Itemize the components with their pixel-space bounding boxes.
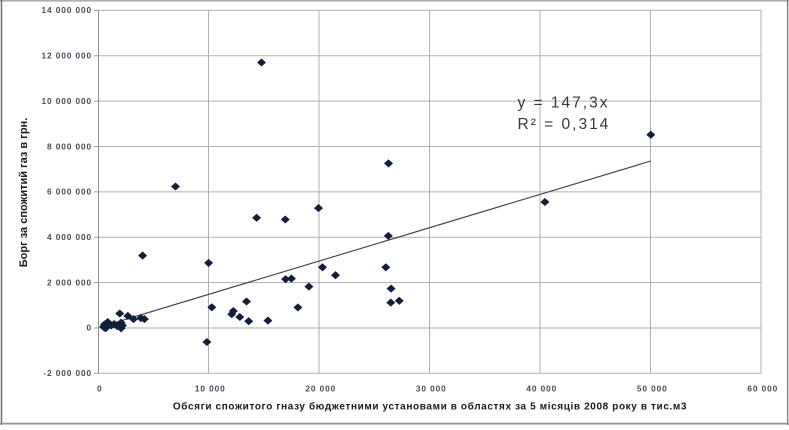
- svg-text:14 000 000: 14 000 000: [41, 5, 92, 15]
- svg-text:20 000: 20 000: [305, 383, 336, 393]
- svg-text:6 000 000: 6 000 000: [47, 187, 92, 197]
- svg-text:12 000 000: 12 000 000: [41, 51, 92, 61]
- svg-text:60 000: 60 000: [747, 383, 778, 393]
- svg-text:Борг за спожитий газ в грн.: Борг за спожитий газ в грн.: [18, 118, 30, 268]
- svg-text:0: 0: [86, 323, 92, 333]
- svg-text:-2 000 000: -2 000 000: [43, 368, 92, 378]
- svg-text:30 000: 30 000: [416, 383, 447, 393]
- svg-text:Обсяги спожитого гназу бюджетн: Обсяги спожитого гназу бюджетними устано…: [173, 401, 687, 413]
- svg-text:4 000 000: 4 000 000: [47, 232, 92, 242]
- svg-text:8 000 000: 8 000 000: [47, 141, 92, 151]
- svg-text:0: 0: [97, 383, 103, 393]
- svg-text:50 000: 50 000: [637, 383, 668, 393]
- svg-text:10 000 000: 10 000 000: [41, 96, 92, 106]
- svg-text:40 000: 40 000: [526, 383, 557, 393]
- svg-text:2 000 000: 2 000 000: [47, 277, 92, 287]
- svg-text:y = 147,3x: y = 147,3x: [518, 94, 610, 111]
- svg-text:R² = 0,314: R² = 0,314: [518, 116, 611, 133]
- svg-text:10 000: 10 000: [195, 383, 226, 393]
